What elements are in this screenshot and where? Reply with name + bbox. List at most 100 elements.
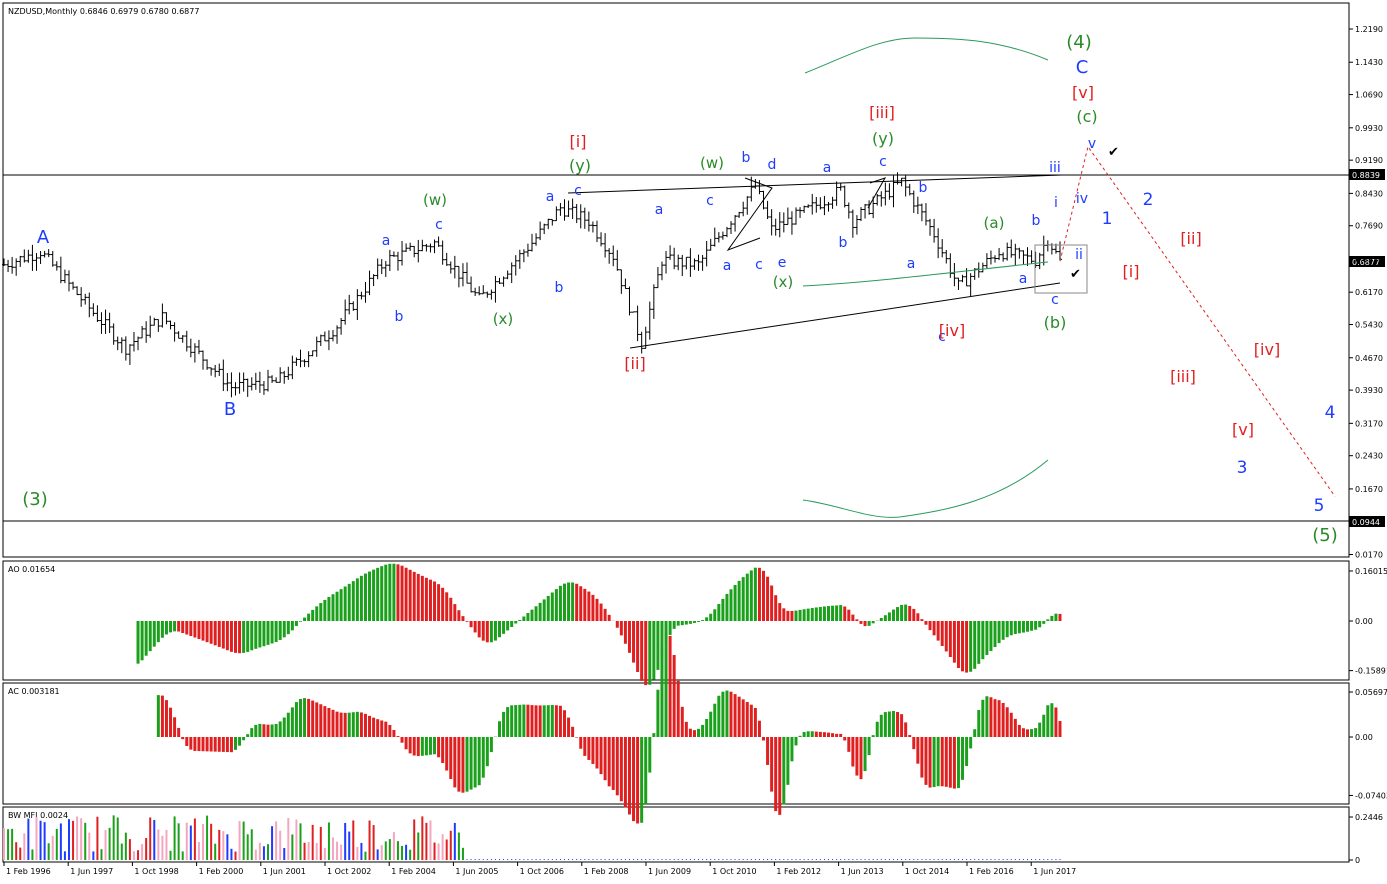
ac-title: AC 0.003181 <box>8 687 60 696</box>
main-panel <box>2 2 1350 558</box>
x-tick-label: 1 Feb 1996 <box>6 867 51 876</box>
y-tick-label: 0.4670 <box>1355 354 1383 363</box>
y-tick-label: 0.7690 <box>1355 222 1383 231</box>
wave-label: b <box>839 235 848 251</box>
wave-label: iv <box>1076 191 1088 207</box>
wave-label: c <box>574 183 582 199</box>
wave-label: c <box>1051 292 1059 308</box>
wave-label: [iii] <box>869 103 895 122</box>
wave-label: [ii] <box>1180 229 1201 248</box>
x-tick-label: 1 Jun 2017 <box>1033 867 1076 876</box>
y-tick-label: 0.3170 <box>1355 419 1383 428</box>
wave-label: A <box>37 227 50 248</box>
wave-label: 5 <box>1314 496 1325 516</box>
wave-label: b <box>395 309 404 325</box>
wave-label: a <box>907 256 916 272</box>
wave-label: B <box>224 399 236 420</box>
wave-label: c <box>706 193 714 209</box>
wave-label: [iii] <box>1170 367 1196 386</box>
wave-label: a <box>723 258 732 274</box>
wave-label: b <box>919 180 928 196</box>
check-icon: ✔ <box>1070 267 1081 282</box>
wave-label: b <box>1032 213 1041 229</box>
wave-label: [v] <box>1232 420 1254 439</box>
x-tick-label: 1 Jun 1997 <box>70 867 113 876</box>
forecast-path <box>1059 145 1336 497</box>
price-tag-lower: 0.0944 <box>1349 516 1385 527</box>
wave-label: ii <box>1075 247 1083 263</box>
x-tick-label: 1 Oct 2014 <box>905 867 949 876</box>
wave-label: 2 <box>1143 190 1154 210</box>
ac-panel <box>2 682 1350 805</box>
wave-label: 1 <box>1102 209 1113 229</box>
lower-band <box>802 459 1049 518</box>
wave-label: a <box>1019 271 1028 287</box>
ac-histogram <box>156 630 1062 824</box>
mid-band <box>802 261 1049 287</box>
indicator-tick-label: -0.15891 <box>1355 667 1387 676</box>
wave-label: a <box>823 160 832 176</box>
wave-label: b <box>555 280 564 296</box>
wave-label: (4) <box>1066 32 1092 53</box>
wave-label: [iv] <box>939 321 965 340</box>
y-tick-label: 1.0690 <box>1355 91 1383 100</box>
svg-text:0.8839: 0.8839 <box>1352 171 1380 180</box>
indicator-axes: 0.16015 0.00 -0.15891 0.056973 0.00 -0.07403 0… <box>1349 567 1387 865</box>
indicator-tick-label: 0 <box>1355 856 1360 865</box>
mfi-title: BW MFI 0.0024 <box>8 811 68 820</box>
x-tick-label: 1 Jun 2009 <box>648 867 691 876</box>
wave-label: [ii] <box>624 354 645 373</box>
indicator-tick-label: 0.00 <box>1355 617 1373 626</box>
ao-title: AO 0.01654 <box>8 565 55 574</box>
upper-band <box>804 37 1049 74</box>
y-tick-label: 0.2430 <box>1355 452 1383 461</box>
wave-label: d <box>768 157 777 173</box>
y-tick-label: 1.1430 <box>1355 58 1383 67</box>
x-tick-label: 1 Oct 2006 <box>520 867 564 876</box>
wave-labels: A B (3) a b (w) c (x) a b c (y) [i] [ii] a c (w) a b c d e (x)… <box>22 32 1338 546</box>
x-tick-label: 1 Oct 1998 <box>134 867 178 876</box>
wave-label: C <box>1076 57 1089 78</box>
wave-label: (w) <box>423 191 447 209</box>
price-tag-current: 0.6877 <box>1349 256 1385 267</box>
wave-label: 4 <box>1325 403 1336 423</box>
y-tick-label: 1.2190 <box>1355 25 1383 34</box>
x-tick-label: 1 Jun 2013 <box>841 867 884 876</box>
wave-label: (w) <box>700 154 724 172</box>
lower-trendline <box>629 282 1061 349</box>
wave-label: (x) <box>773 273 794 291</box>
wave-label: a <box>655 202 664 218</box>
check-icon: ✔ <box>1108 145 1119 160</box>
indicator-tick-label: -0.07403 <box>1355 791 1387 800</box>
x-tick-label: 1 Feb 2004 <box>391 867 436 876</box>
main-title: NZDUSD,Monthly 0.6846 0.6979 0.6780 0.68… <box>8 7 199 16</box>
price-tag-upper: 0.8839 <box>1349 169 1385 180</box>
trendlines <box>567 174 1063 349</box>
y-tick-label: 0.6930 <box>1355 255 1383 264</box>
ao-histogram <box>136 563 1062 686</box>
wave-label: i <box>1054 195 1058 211</box>
x-tick-label: 1 Jun 2005 <box>455 867 498 876</box>
wave-label: (y) <box>872 129 894 148</box>
wave-label: [iv] <box>1254 340 1280 359</box>
mfi-histogram <box>3 815 1061 860</box>
x-tick-label: 1 Feb 2000 <box>199 867 244 876</box>
mfi-panel <box>2 806 1350 863</box>
y-tick-label: 0.3930 <box>1355 386 1383 395</box>
wave-label: c <box>879 154 887 170</box>
wave-label: c <box>938 329 946 345</box>
wave-label: c <box>755 257 763 273</box>
wave-label: (3) <box>22 489 48 510</box>
x-tick-label: 1 Oct 2010 <box>712 867 756 876</box>
wave-label: iii <box>1049 160 1061 176</box>
wave-label: (c) <box>1076 107 1097 126</box>
wave-label: [v] <box>1072 83 1094 102</box>
wave-label: [i] <box>570 132 587 151</box>
y-tick-label: 0.9190 <box>1355 156 1383 165</box>
triangle-lines <box>726 177 773 252</box>
wave-label: c <box>435 217 443 233</box>
wave-label: b <box>742 150 751 166</box>
wave-label: a <box>382 233 391 249</box>
y-tick-label: 0.8430 <box>1355 189 1383 198</box>
